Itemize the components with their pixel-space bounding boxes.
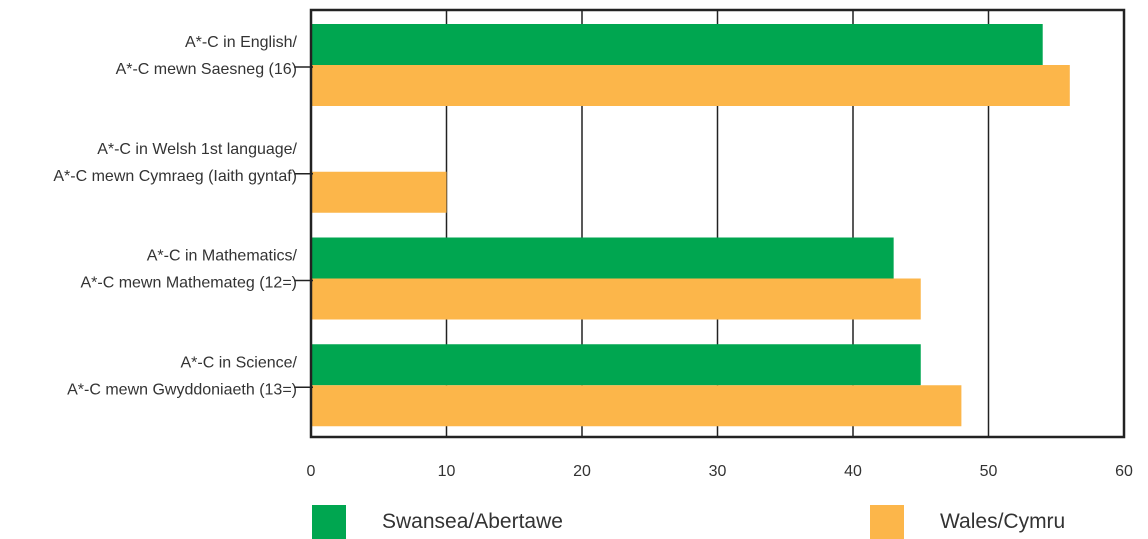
category-label: A*-C mewn Gwyddoniaeth (13=) xyxy=(67,381,297,398)
bar-swansea xyxy=(311,24,1043,65)
legend-swatch-swansea xyxy=(312,505,346,539)
legend-item-wales: Wales/Cymru xyxy=(870,505,1065,539)
x-tick-label: 60 xyxy=(1115,463,1133,480)
bar-wales xyxy=(311,278,921,320)
plot-frame xyxy=(309,8,1126,439)
x-tick-label: 50 xyxy=(980,463,998,480)
category-label: A*-C in Science/ xyxy=(181,354,298,371)
bar-chart: A*-C in English/A*-C mewn Saesneg (16) A*… xyxy=(53,8,1133,480)
bar-wales xyxy=(311,65,1070,106)
category-label: A*-C mewn Mathemateg (12=) xyxy=(80,275,297,292)
bar-wales xyxy=(311,385,962,427)
category-label: A*-C mewn Cymraeg (Iaith gyntaf) xyxy=(53,168,297,185)
category-label: A*-C in English/ xyxy=(185,34,298,51)
category-label: A*-C mewn Saesneg (16) xyxy=(116,61,297,78)
x-tick-label: 40 xyxy=(844,463,862,480)
legend-label-wales: Wales/Cymru xyxy=(940,510,1066,533)
x-tick-label: 10 xyxy=(438,463,456,480)
category-label: A*-C in Welsh 1st language/ xyxy=(97,141,297,158)
x-tick-label: 30 xyxy=(709,463,727,480)
x-tick-label: 20 xyxy=(573,463,591,480)
bars xyxy=(311,24,1070,427)
bar-wales xyxy=(311,171,447,213)
category-labels: A*-C in English/A*-C mewn Saesneg (16) A*… xyxy=(53,34,297,398)
legend-item-swansea: Swansea/Abertawe xyxy=(312,505,563,539)
x-axis-tick-labels: 0 10 20 30 40 50 60 xyxy=(307,463,1133,480)
legend-label-swansea: Swansea/Abertawe xyxy=(382,510,563,533)
bar-swansea xyxy=(311,237,894,279)
legend-swatch-wales xyxy=(870,505,904,539)
bar-swansea xyxy=(311,344,921,386)
x-tick-label: 0 xyxy=(307,463,316,480)
category-label: A*-C in Mathematics/ xyxy=(147,248,298,265)
